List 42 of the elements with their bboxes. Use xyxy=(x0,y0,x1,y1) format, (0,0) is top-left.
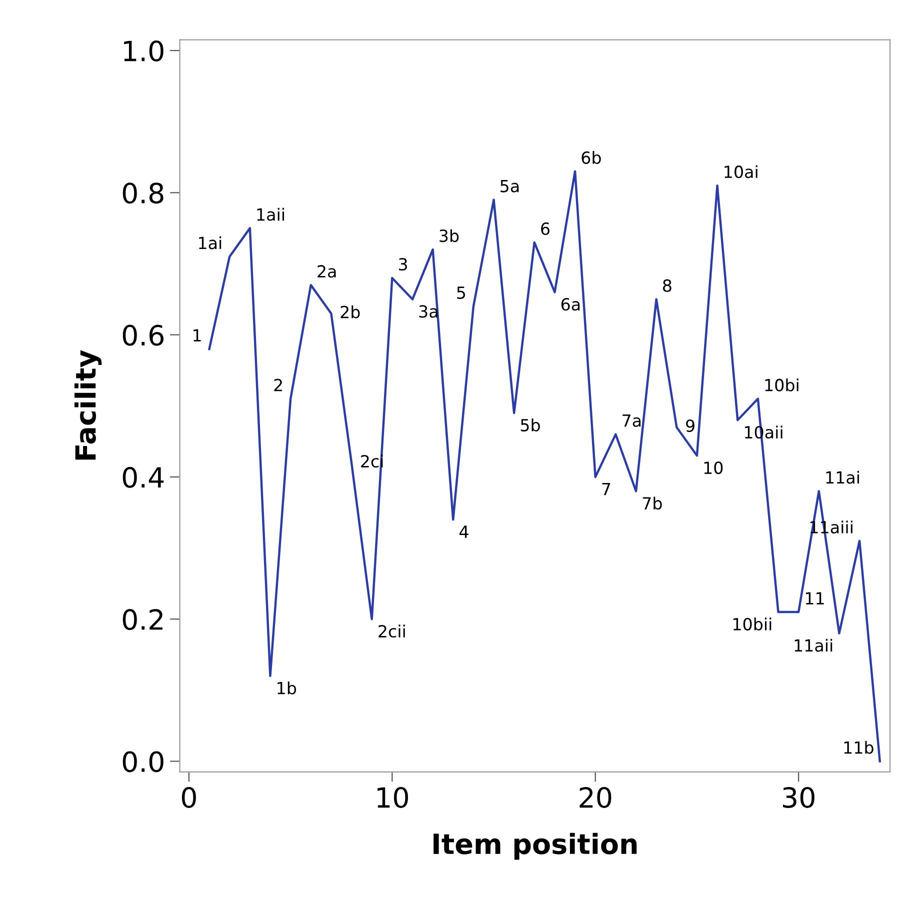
annotation: 10bii xyxy=(733,618,772,630)
annotation: 1b xyxy=(278,682,296,694)
annotation: 7a xyxy=(622,414,641,427)
y-tick-label: 0.4 xyxy=(122,466,164,488)
annotation: 11b xyxy=(844,740,874,754)
annotation: 6a xyxy=(561,298,580,311)
annotation: 11 xyxy=(806,592,824,604)
y-tick-label: 1.0 xyxy=(124,40,164,62)
x-tick-label: 20 xyxy=(580,786,612,808)
annotation: 7b xyxy=(642,496,662,510)
annotation: 7 xyxy=(602,483,610,496)
annotation: 6b xyxy=(582,151,601,164)
annotation: 3 xyxy=(398,258,407,271)
annotation: 9 xyxy=(686,419,694,432)
x-tick-label: 10 xyxy=(378,786,408,808)
annotation: 4 xyxy=(459,526,468,538)
annotation: 2b xyxy=(340,305,360,318)
annotation: 5 xyxy=(457,286,466,299)
annotation: 5b xyxy=(520,418,540,432)
y-tick-label: 0.2 xyxy=(122,609,162,630)
x-tick-label: 0 xyxy=(182,786,196,808)
annotation: 11aii xyxy=(794,638,832,652)
annotation: 6 xyxy=(541,222,550,236)
annotation: 1 xyxy=(194,329,201,342)
annotation: 11ai xyxy=(826,470,859,484)
y-tick-label: 0.6 xyxy=(122,324,164,346)
annotation: 2a xyxy=(318,265,336,278)
y-axis-title: Facility xyxy=(74,350,102,460)
annotation: 10bi xyxy=(765,378,798,392)
x-tick-label: 30 xyxy=(783,786,814,808)
annotation: 5a xyxy=(500,180,519,192)
y-tick-label: 0.8 xyxy=(122,182,164,204)
y-tick-label: 0.0 xyxy=(122,751,164,772)
annotation: 8 xyxy=(663,279,672,292)
annotation: 2 xyxy=(274,378,282,392)
annotation: 10ai xyxy=(724,165,758,178)
annotation: 1aii xyxy=(257,208,284,221)
x-axis-title: Item position xyxy=(434,832,637,860)
annotation: 1ai xyxy=(199,236,222,250)
annotation: 10 xyxy=(704,461,723,474)
annotation: 2cii xyxy=(378,624,405,638)
annotation: 3b xyxy=(440,229,459,242)
